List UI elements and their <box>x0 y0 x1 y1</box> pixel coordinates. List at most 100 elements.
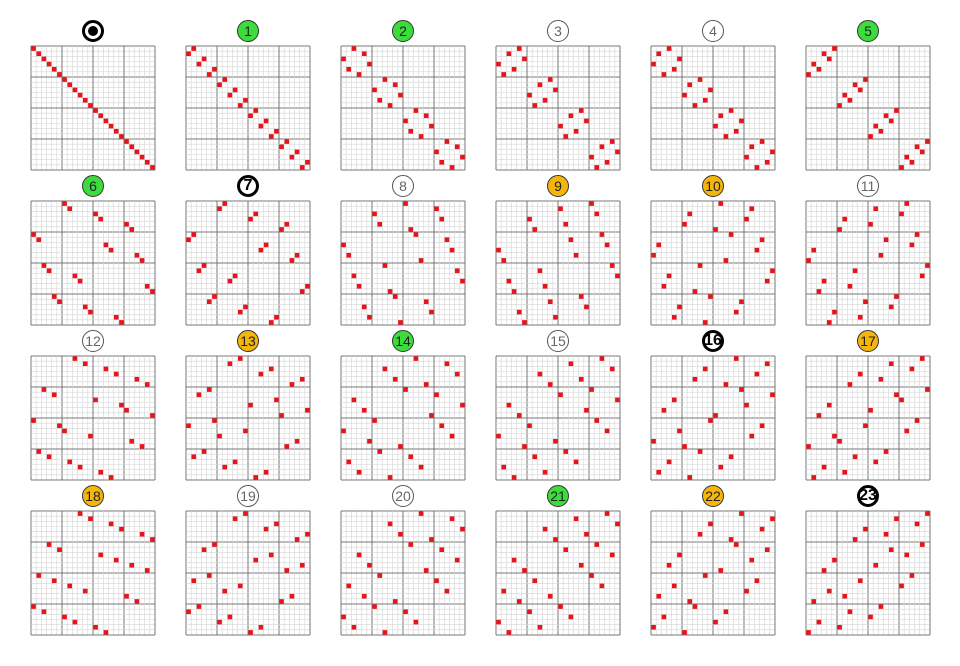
permutation-mark <box>57 423 62 429</box>
permutation-mark <box>682 444 687 449</box>
permutation-mark <box>584 531 589 537</box>
permutation-mark <box>692 604 698 609</box>
permutation-mark <box>356 72 362 77</box>
permutation-mark <box>733 128 739 134</box>
permutation-mark <box>93 397 98 403</box>
permutation-mark <box>578 108 584 113</box>
permutation-mark <box>770 516 775 522</box>
permutation-mark <box>57 547 62 553</box>
permutation-panel: 1 <box>185 20 311 171</box>
permutation-mark <box>666 46 672 51</box>
permutation-mark <box>682 630 687 635</box>
permutation-mark <box>914 418 920 423</box>
permutation-mark <box>129 227 135 232</box>
permutation-mark <box>134 599 140 604</box>
permutation-mark <box>351 46 357 51</box>
permutation-mark <box>537 624 543 630</box>
permutation-mark <box>811 247 817 253</box>
permutation-mark <box>542 283 548 289</box>
permutation-mark <box>868 407 873 413</box>
permutation-mark <box>522 56 527 62</box>
permutation-mark <box>77 511 83 516</box>
permutation-mark <box>563 547 569 553</box>
permutation-mark <box>759 423 765 429</box>
permutation-mark <box>144 568 150 573</box>
permutation-mark <box>532 103 538 108</box>
target-dot <box>88 26 98 36</box>
permutation-mark <box>516 413 522 418</box>
permutation-mark <box>832 557 837 563</box>
permutation-panel <box>30 20 156 171</box>
permutation-mark <box>201 263 207 268</box>
permutation-mark <box>589 573 594 578</box>
permutation-mark <box>186 609 191 615</box>
panel-label-badge: 21 <box>547 485 569 507</box>
permutation-mark <box>77 278 83 284</box>
permutation-mark <box>584 304 589 310</box>
permutation-mark <box>847 97 853 103</box>
permutation-mark <box>687 475 693 480</box>
permutation-mark <box>98 469 104 475</box>
permutation-mark <box>532 578 538 584</box>
permutation-mark <box>460 402 465 408</box>
permutation-mark <box>439 547 445 553</box>
permutation-matrix <box>495 510 621 636</box>
panel-label-badge: 4 <box>702 20 724 42</box>
permutation-mark <box>268 320 274 325</box>
permutation-mark <box>558 604 563 609</box>
permutation-mark <box>418 134 424 139</box>
permutation-mark <box>454 557 460 563</box>
permutation-mark <box>754 578 760 584</box>
permutation-mark <box>88 309 93 315</box>
permutation-mark <box>444 588 450 594</box>
permutation-mark <box>739 118 744 124</box>
permutation-mark <box>609 366 615 372</box>
permutation-mark <box>191 454 197 460</box>
panel-label-badge: 10 <box>702 175 724 197</box>
permutation-mark <box>253 108 259 113</box>
permutation-mark <box>692 103 698 108</box>
permutation-panel: 13 <box>185 330 311 481</box>
permutation-mark <box>46 454 52 460</box>
permutation-mark <box>909 366 915 372</box>
permutation-panel: 9 <box>495 175 621 326</box>
permutation-panel: 6 <box>30 175 156 326</box>
permutation-mark <box>217 206 222 212</box>
panel-label-badge: 22 <box>702 485 724 507</box>
permutation-mark <box>682 92 687 98</box>
permutation-mark <box>708 87 713 93</box>
permutation-mark <box>553 314 558 320</box>
permutation-mark <box>62 201 67 206</box>
permutation-mark <box>46 268 52 274</box>
permutation-panel: 15 <box>495 330 621 481</box>
permutation-mark <box>899 583 904 589</box>
permutation-mark <box>816 289 822 294</box>
permutation-mark <box>305 283 310 289</box>
permutation-panel: 4 <box>650 20 776 171</box>
permutation-mark <box>201 547 207 553</box>
permutation-mark <box>894 108 899 113</box>
permutation-mark <box>191 232 197 237</box>
permutation-mark <box>124 593 129 599</box>
permutation-mark <box>289 593 295 599</box>
permutation-mark <box>537 82 543 88</box>
permutation-mark <box>511 289 517 294</box>
permutation-mark <box>811 475 817 480</box>
permutation-mark <box>196 61 202 67</box>
permutation-mark <box>573 516 579 522</box>
panel-label-badge: 12 <box>82 330 104 352</box>
permutation-mark <box>62 614 67 620</box>
permutation-mark <box>72 87 78 93</box>
permutation-mark <box>129 438 135 444</box>
permutation-mark <box>93 624 98 630</box>
permutation-mark <box>449 247 455 253</box>
permutation-mark <box>806 72 811 77</box>
permutation-mark <box>418 464 424 470</box>
permutation-mark <box>398 444 403 449</box>
permutation-mark <box>113 371 119 377</box>
permutation-mark <box>651 252 656 258</box>
panel-label-badge: 5 <box>857 20 879 42</box>
permutation-mark <box>341 614 346 620</box>
permutation-mark <box>899 211 904 217</box>
permutation-mark <box>883 113 889 119</box>
